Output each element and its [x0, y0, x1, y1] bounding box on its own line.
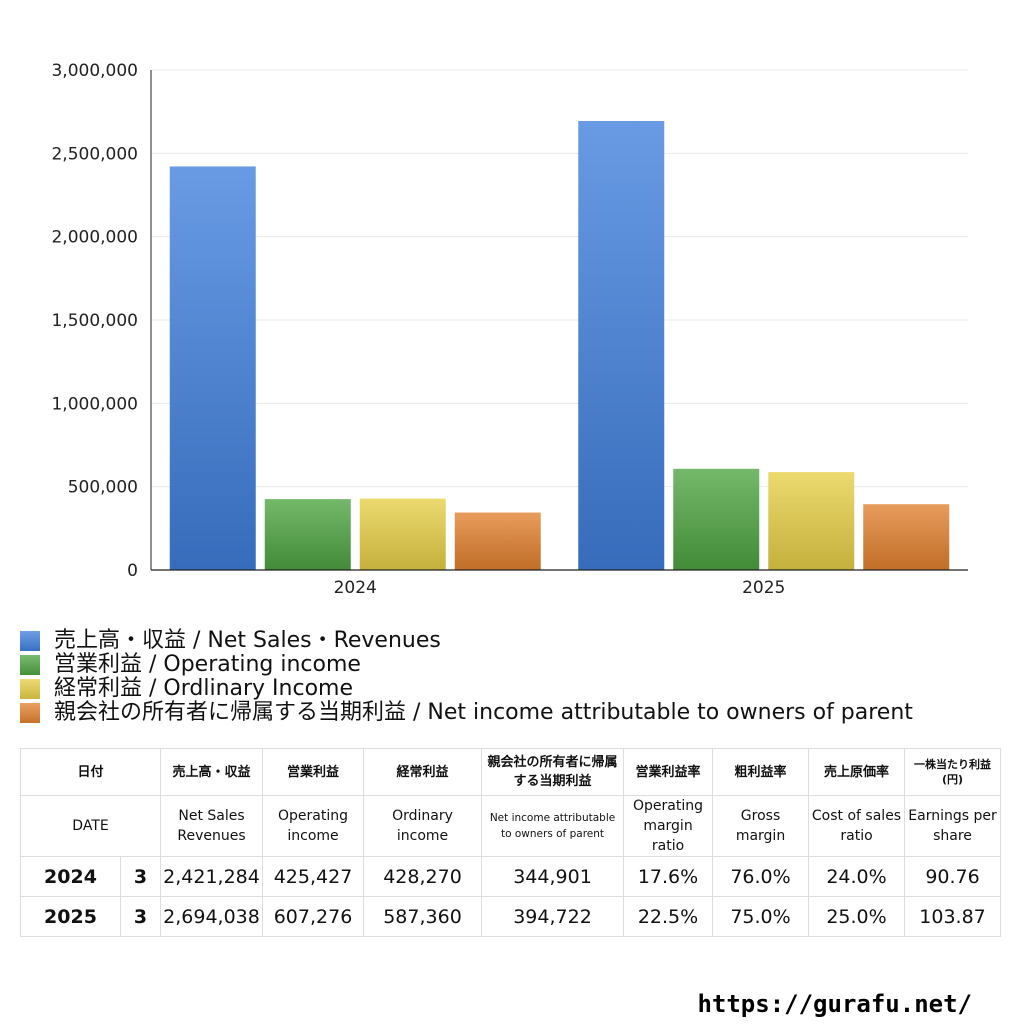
bar [768, 472, 855, 570]
legend-label-net-sales: 売上高・収益 / Net Sales・Revenues [54, 628, 441, 653]
bar [169, 166, 256, 570]
legend-swatch-operating-income [20, 655, 40, 675]
table-row: 2025 3 2,694,038 607,276 587,360 394,722… [20, 896, 1002, 937]
cell-sales: 2,694,038 [160, 896, 264, 937]
bar [863, 504, 950, 570]
legend: 売上高・収益 / Net Sales・Revenues 営業利益 / Opera… [20, 629, 913, 725]
legend-label-operating-income: 営業利益 / Operating income [54, 652, 361, 677]
cell-operating: 607,276 [262, 896, 365, 937]
cell-ordinary: 587,360 [363, 896, 483, 937]
y-tick-label: 1,500,000 [51, 311, 138, 331]
bar [454, 512, 541, 570]
bar [264, 499, 351, 570]
legend-label-net-income: 親会社の所有者に帰属する当期利益 / Net income attributab… [54, 700, 913, 725]
header-cost-ratio-en: Cost of sales ratio [808, 795, 906, 857]
legend-item-net-income: 親会社の所有者に帰属する当期利益 / Net income attributab… [20, 701, 913, 725]
cell-cost-ratio: 25.0% [808, 896, 906, 937]
header-date-jp: 日付 [19, 748, 162, 796]
table-header-en: DATE Net Sales Revenues Operating income… [19, 795, 1002, 857]
legend-swatch-net-sales [20, 631, 40, 651]
header-operating-en: Operating income [262, 795, 365, 857]
cell-month: 3 [119, 856, 162, 897]
cell-gross-margin: 75.0% [712, 896, 810, 937]
bar-chart: 0 500,000 1,000,000 1,500,000 2,000,000 2,500… [51, 61, 968, 598]
header-gross-margin-en: Gross margin [712, 795, 810, 857]
cell-net: 344,901 [481, 856, 625, 897]
header-op-margin-en: Operating margin ratio [623, 795, 714, 857]
financial-table: 日付 売上高・収益 営業利益 経常利益 親会社の所有者に帰属する当期利益 営業利… [19, 748, 1002, 937]
legend-label-ordinary-income: 経常利益 / Ordlinary Income [54, 676, 353, 701]
bar [673, 468, 760, 570]
x-tick-label: 2024 [334, 578, 377, 598]
y-tick-label: 1,000,000 [51, 394, 138, 414]
cell-op-margin: 17.6% [623, 856, 714, 897]
header-date-en: DATE [19, 795, 162, 857]
legend-item-ordinary-income: 経常利益 / Ordlinary Income [20, 677, 913, 701]
legend-swatch-ordinary-income [20, 679, 40, 699]
cell-year: 2024 [20, 856, 121, 897]
legend-item-operating-income: 営業利益 / Operating income [20, 653, 913, 677]
header-operating-jp: 営業利益 [262, 748, 365, 796]
cell-net: 394,722 [481, 896, 625, 937]
y-tick-label: 3,000,000 [51, 61, 138, 81]
bar [578, 120, 665, 571]
site-credit: https://gurafu.net/ [697, 990, 972, 1018]
bar [359, 498, 446, 570]
cell-year: 2025 [20, 896, 121, 937]
cell-sales: 2,421,284 [160, 856, 264, 897]
legend-swatch-net-income [20, 703, 40, 723]
y-tick-label: 2,000,000 [51, 228, 138, 248]
header-sales-jp: 売上高・収益 [160, 748, 264, 796]
header-cost-ratio-jp: 売上原価率 [808, 748, 906, 796]
cell-gross-margin: 76.0% [712, 856, 810, 897]
header-net-en: Net income attributable to owners of par… [481, 795, 625, 857]
cell-month: 3 [119, 896, 162, 937]
table-row: 2024 3 2,421,284 425,427 428,270 344,901… [20, 856, 1002, 897]
header-eps-jp: 一株当たり利益 (円) [904, 748, 1002, 796]
cell-eps: 90.76 [904, 856, 1002, 897]
cell-eps: 103.87 [904, 896, 1002, 937]
cell-cost-ratio: 24.0% [808, 856, 906, 897]
header-net-jp: 親会社の所有者に帰属する当期利益 [481, 748, 625, 796]
cell-op-margin: 22.5% [623, 896, 714, 937]
header-sales-en: Net Sales Revenues [160, 795, 264, 857]
header-ordinary-en: Ordinary income [363, 795, 483, 857]
table-header-jp: 日付 売上高・収益 営業利益 経常利益 親会社の所有者に帰属する当期利益 営業利… [19, 748, 1002, 796]
header-op-margin-jp: 営業利益率 [623, 748, 714, 796]
header-eps-en: Earnings per share [904, 795, 1002, 857]
y-tick-label: 500,000 [68, 478, 138, 498]
y-tick-label: 2,500,000 [51, 144, 138, 164]
cell-operating: 425,427 [262, 856, 365, 897]
cell-ordinary: 428,270 [363, 856, 483, 897]
header-gross-margin-jp: 粗利益率 [712, 748, 810, 796]
legend-item-net-sales: 売上高・収益 / Net Sales・Revenues [20, 629, 913, 653]
y-tick-label: 0 [127, 561, 138, 581]
x-tick-label: 2025 [742, 578, 785, 598]
header-ordinary-jp: 経常利益 [363, 748, 483, 796]
